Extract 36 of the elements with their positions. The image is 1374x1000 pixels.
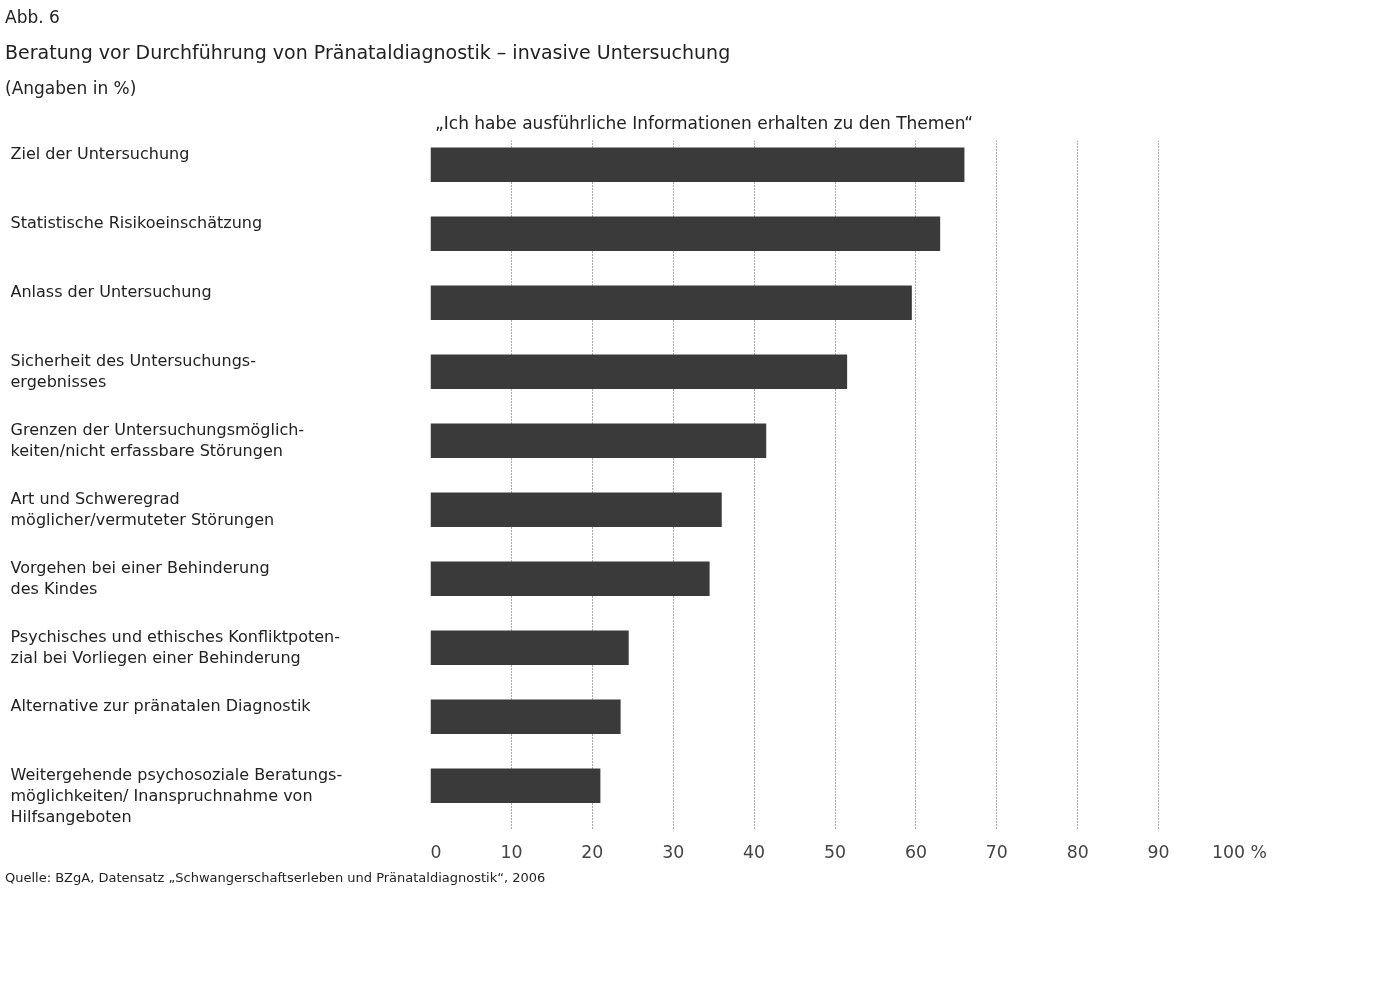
y-tick-label: Sicherheit des Untersuchungs- ergebnisses — [10, 350, 256, 391]
x-tick-label: 50 — [823, 841, 847, 862]
x-tick-label: 70 — [985, 841, 1008, 862]
bar — [430, 216, 941, 251]
bar — [430, 492, 722, 527]
y-tick-label: Ziel der Untersuchung — [10, 143, 190, 163]
bar — [430, 423, 767, 458]
bar — [430, 768, 601, 803]
bar — [430, 630, 629, 665]
y-tick-label: Anlass der Untersuchung — [10, 281, 212, 301]
y-tick-label: Weitergehende psychosoziale Beratungs- möglichkeiten/ Inanspruchnahme von Hilfsangeboten — [10, 764, 343, 826]
y-tick-label: Psychisches und ethisches Konfliktpoten- zial bei Vorliegen einer Behinderung — [10, 626, 341, 667]
bar — [430, 561, 710, 596]
x-tick-label: 90 — [1147, 841, 1170, 862]
y-tick-label: Statistische Risikoeinschätzung — [10, 212, 263, 232]
x-tick-label: 60 — [904, 841, 927, 862]
bar — [430, 147, 965, 182]
y-tick-label: Art und Schweregrad möglicher/vermuteter Störungen — [10, 488, 275, 529]
x-tick-label: 100 % — [1211, 841, 1268, 862]
x-tick-label: 20 — [581, 841, 604, 862]
text: (Angaben in %) — [5, 77, 137, 101]
bar — [430, 699, 621, 734]
bar — [430, 354, 848, 389]
source-note: Quelle: BZgA, Datensatz „Schwangerschaftserleben und Pränataldiagnostik“, 2006 — [5, 869, 546, 887]
y-tick-label: Alternative zur pränatalen Diagnostik — [10, 695, 312, 715]
x-tick-label: 0 — [430, 841, 442, 862]
chart-title: Beratung vor Durchführung von Pränataldiagnostik – invasive Untersuchung — [5, 40, 731, 66]
x-tick-label: 80 — [1066, 841, 1089, 862]
y-tick-label: Vorgehen bei einer Behinderung des Kindes — [10, 557, 270, 598]
caption: Abb. 6 — [5, 6, 60, 29]
y-tick-label: Grenzen der Untersuchungsmöglich- keiten/nicht erfassbare Störungen — [10, 419, 305, 460]
text: „Ich habe ausführliche Informationen erhalten zu den Themen“ — [435, 111, 974, 135]
x-tick-label: 30 — [662, 841, 685, 862]
bar — [430, 285, 912, 320]
x-tick-label: 10 — [500, 841, 523, 862]
x-tick-label: 40 — [743, 841, 766, 862]
